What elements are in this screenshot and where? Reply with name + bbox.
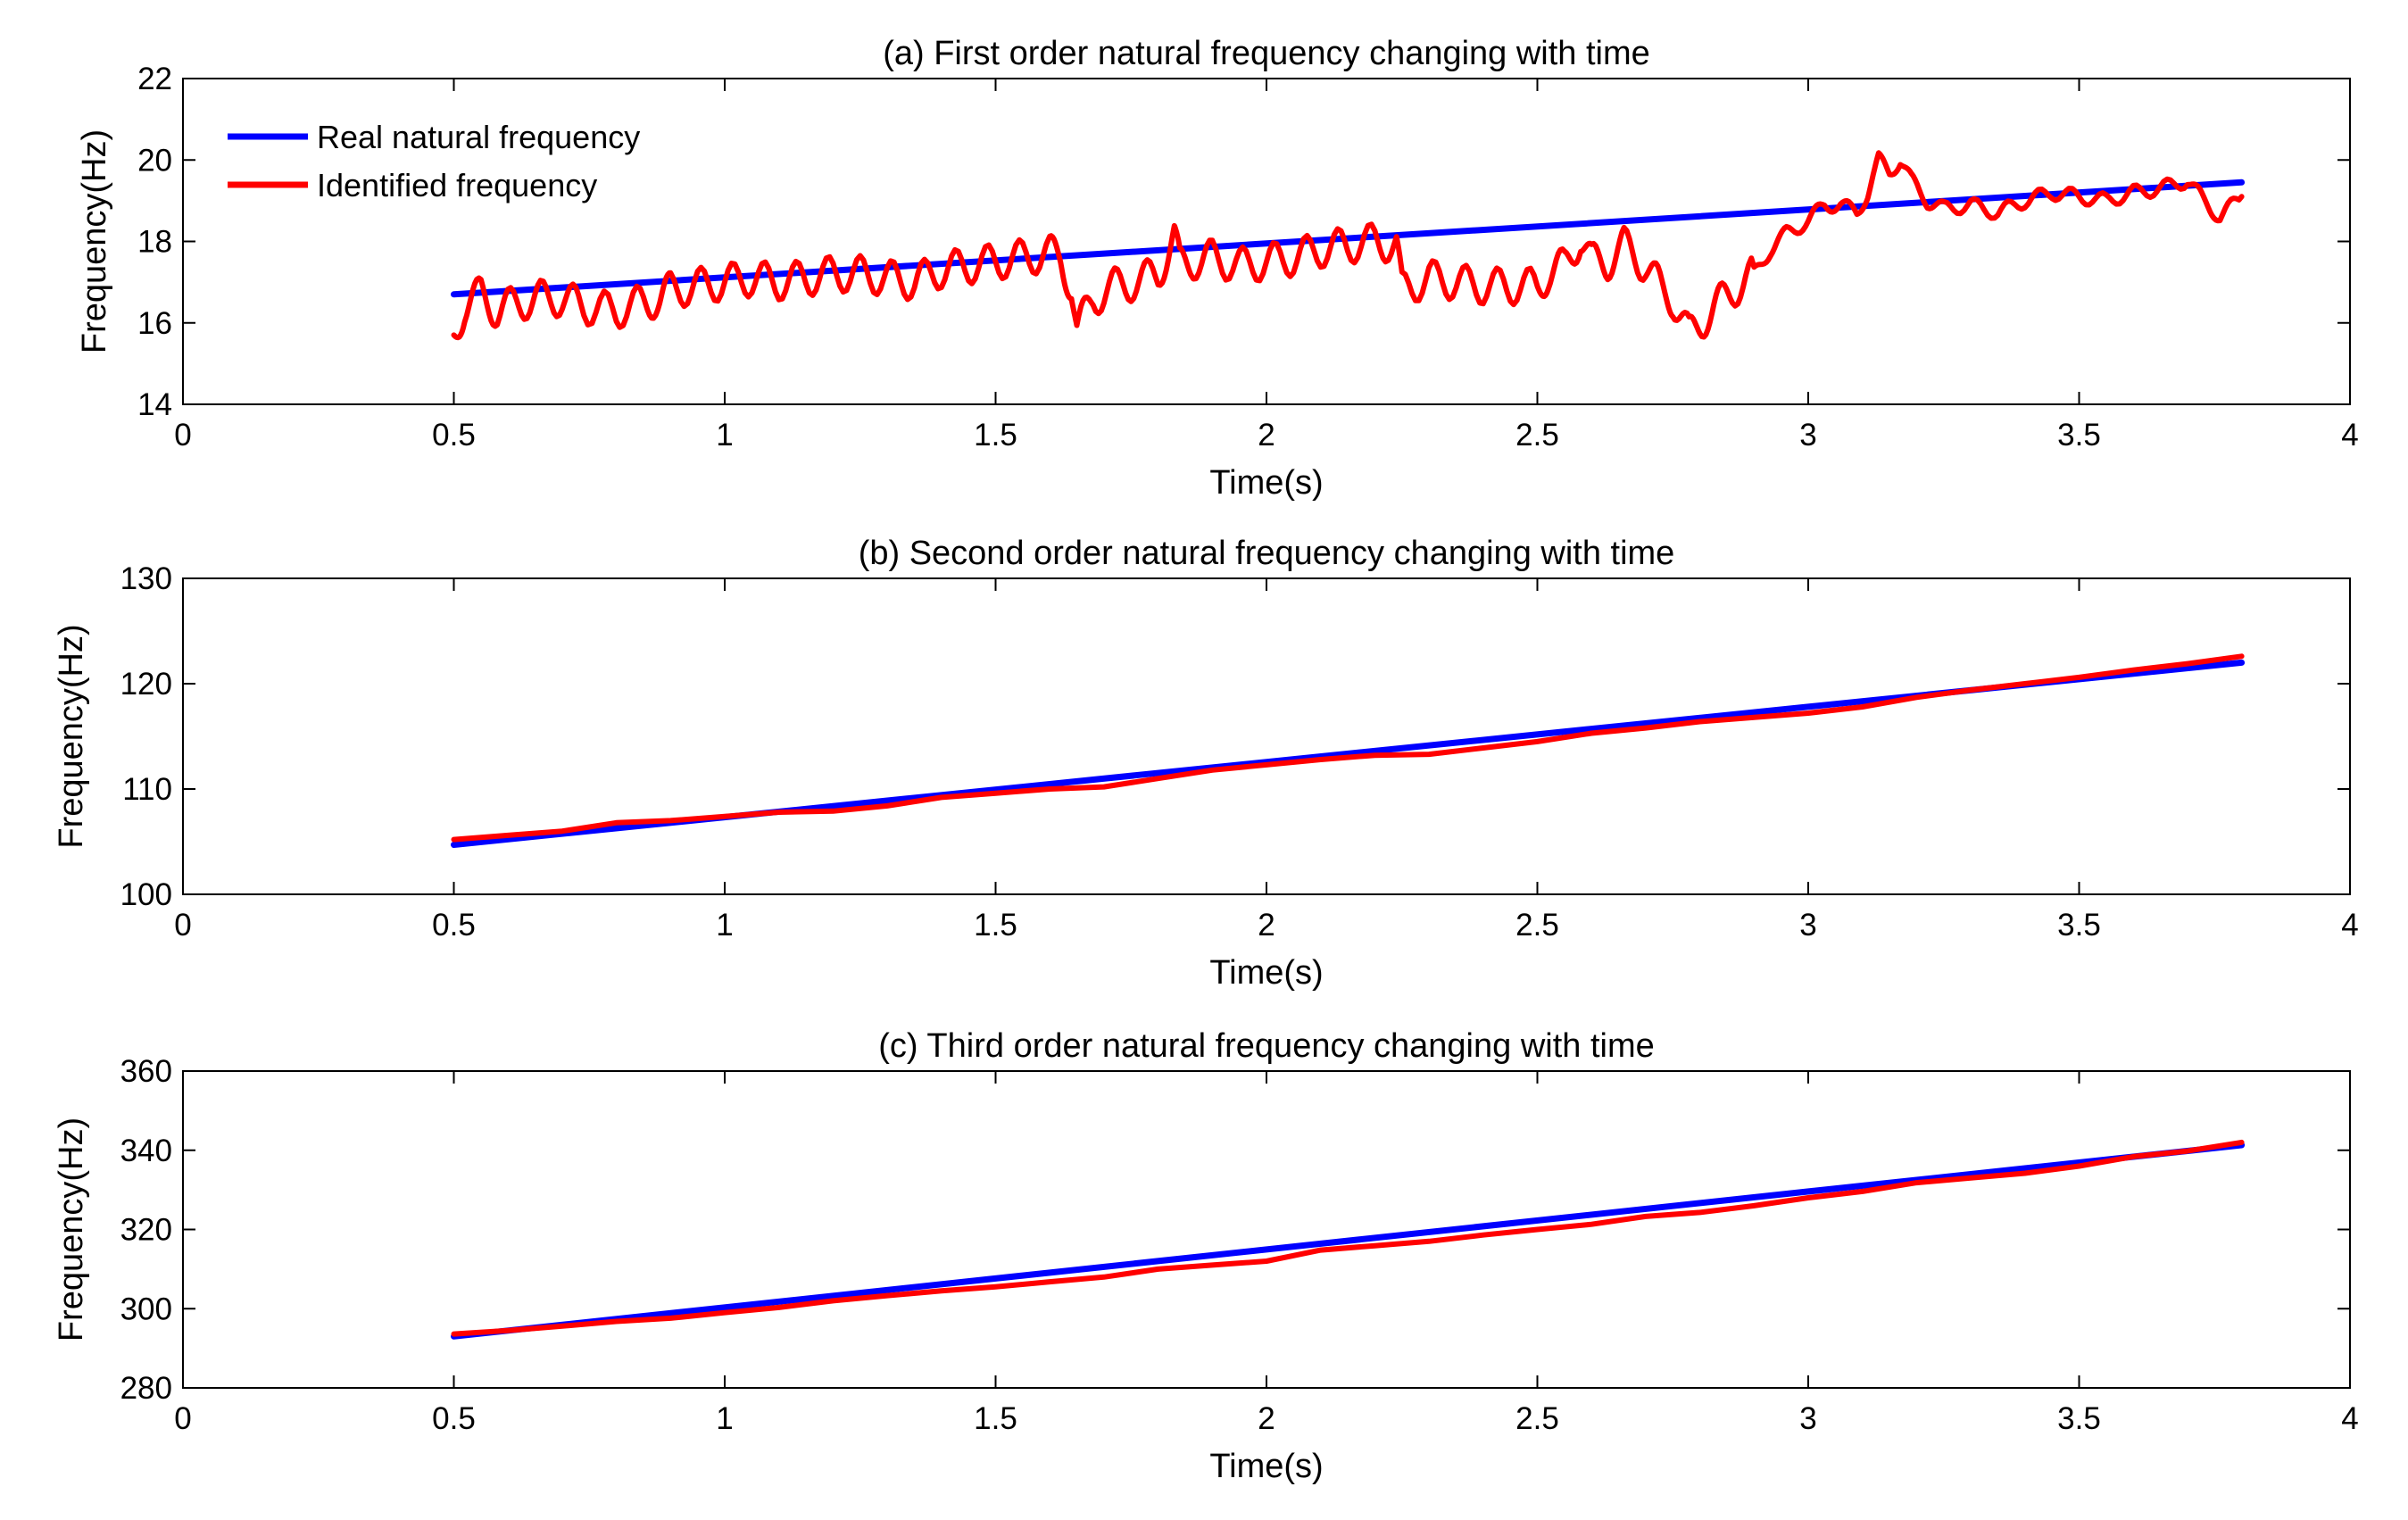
y-tick-label: 340 [120,1134,172,1168]
x-tick-label: 0 [174,1401,191,1436]
y-tick-label: 100 [120,877,172,912]
x-tick-label: 3 [1799,418,1816,453]
x-tick-label: 2 [1258,418,1275,453]
x-tick-label: 3 [1799,908,1816,943]
x-tick-label: 3.5 [2057,418,2101,453]
y-tick-label: 22 [137,62,172,96]
y-tick-label: 110 [122,772,172,807]
x-tick-label: 1.5 [974,908,1017,943]
x-tick-label: 2 [1258,908,1275,943]
legend-label-real: Real natural frequency [317,119,640,155]
x-tick-label: 4 [2341,1401,2358,1436]
y-tick-label: 320 [120,1213,172,1248]
x-tick-label: 3.5 [2057,908,2101,943]
x-tick-label: 1 [716,1401,733,1436]
series-line-real [451,1142,2246,1340]
axes-frame [182,1070,2351,1389]
x-tick-label: 2.5 [1515,418,1559,453]
x-tick-label: 2 [1258,1401,1275,1436]
x-tick-label: 0.5 [432,1401,476,1436]
x-tick-label: 0.5 [432,908,476,943]
x-axis-label: Time(s) [1209,1448,1323,1485]
y-tick-label: 130 [120,561,172,596]
y-axis-label: Frequency(Hz) [53,624,90,848]
x-tick-label: 1 [716,418,733,453]
x-tick-label: 0.5 [432,418,476,453]
series-line-identified [451,150,2245,341]
series-line-identified [451,1139,2245,1337]
chart-title: (b) Second order natural frequency chang… [859,535,1675,572]
chart-title: (c) Third order natural frequency changi… [878,1027,1655,1065]
chart-panel-3: 0 0.5 1 1.5 2 2.5 3 3.5 4 280 300 320 340 360 (c) Thir… [53,1027,2359,1485]
series-line-identified [451,653,2245,843]
y-tick-label: 360 [120,1054,172,1089]
y-axis-label: Frequency(Hz) [53,1117,90,1341]
chart-title: (a) First order natural frequency changi… [883,35,1650,72]
x-tick-label: 2.5 [1515,908,1559,943]
x-tick-label: 0 [174,908,191,943]
y-tick-label: 16 [137,306,172,341]
x-tick-label: 4 [2341,418,2358,453]
chart-panel-2: 0 0.5 1 1.5 2 2.5 3 3.5 4 100 110 120 130 (b) Second … [53,535,2359,992]
x-tick-label: 2.5 [1515,1401,1559,1436]
x-axis-label: Time(s) [1209,954,1323,992]
x-tick-label: 0 [174,418,191,453]
legend-label-identified: Identified frequency [317,167,597,203]
x-tick-label: 3.5 [2057,1401,2101,1436]
y-tick-label: 20 [137,143,172,178]
x-axis-label: Time(s) [1209,464,1323,502]
x-tick-label: 3 [1799,1401,1816,1436]
y-tick-label: 18 [137,225,172,260]
y-tick-label: 14 [137,387,172,422]
axes-frame [182,577,2351,895]
y-tick-label: 120 [120,667,172,702]
x-tick-label: 1.5 [974,1401,1017,1436]
y-tick-label: 300 [120,1292,172,1326]
y-axis-label: Frequency(Hz) [76,129,113,353]
x-tick-label: 1 [716,908,733,943]
x-tick-label: 1.5 [974,418,1017,453]
y-tick-label: 280 [120,1371,172,1406]
chart-panel-1: 0 0.5 1 1.5 2 2.5 3 3.5 4 14 16 18 20 22 (a) First ord… [76,35,2359,502]
legend: Real natural frequency Identified frequen… [228,119,640,203]
x-tick-label: 4 [2341,908,2358,943]
